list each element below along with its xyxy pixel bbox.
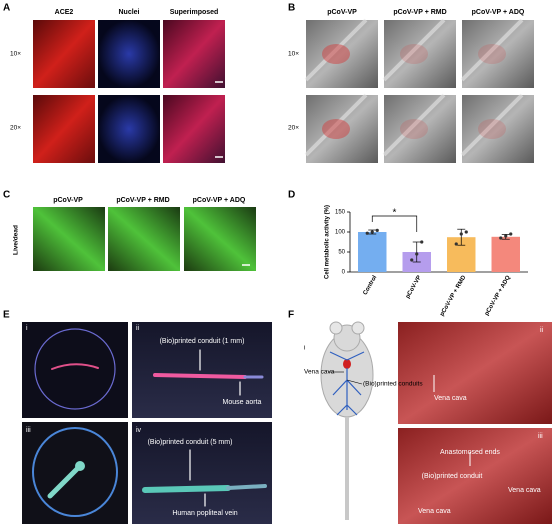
y-tick-label: 100 — [335, 230, 346, 236]
y-tick-label: 50 — [338, 250, 345, 256]
micrograph — [33, 207, 105, 271]
panel-label: D — [288, 190, 295, 201]
annotation: (Bio)printed conduit (5 mm) — [148, 439, 233, 446]
micrograph — [163, 95, 225, 163]
column-header: pCoV-VP + RMD — [116, 197, 169, 204]
panel-e-art — [32, 328, 267, 517]
column-header: pCoV-VP + ADQ — [193, 197, 246, 204]
micrograph — [132, 322, 272, 418]
conduit — [460, 18, 524, 82]
micrograph — [384, 20, 456, 88]
mouse-illustration — [320, 321, 471, 520]
annotation: Vena cava — [418, 508, 451, 515]
sub-label: iii — [538, 433, 543, 440]
conduit — [382, 93, 446, 157]
signal — [322, 44, 350, 64]
signal — [478, 119, 506, 139]
sub-label: i — [26, 325, 28, 332]
sub-label: i — [304, 345, 305, 352]
data-point — [410, 258, 414, 262]
column-header: pCoV-VP + RMD — [393, 9, 446, 16]
micrograph — [33, 95, 95, 163]
row-label: 10× — [288, 51, 299, 58]
data-point — [415, 252, 419, 256]
signal — [322, 119, 350, 139]
annotation: (Bio)printed conduits — [363, 381, 423, 388]
bar — [358, 232, 387, 272]
x-tick-label: pCoV-VP — [405, 275, 423, 300]
sub-label: ii — [540, 327, 544, 334]
annotation: (Bio)printed conduit (1 mm) — [160, 338, 245, 345]
sub-label: iii — [26, 427, 31, 434]
significance: * — [393, 208, 397, 219]
row-label: 10× — [10, 51, 21, 58]
y-axis-title: Cell metabolic activity (%) — [325, 205, 331, 279]
micrograph — [132, 422, 272, 524]
micrograph — [398, 322, 552, 424]
column-header: pCoV-VP — [53, 197, 83, 204]
data-point — [499, 236, 503, 240]
annotation: Vena cava — [304, 369, 335, 376]
data-point — [504, 234, 508, 238]
micrograph — [108, 207, 180, 271]
annotation: Human popliteal vein — [172, 510, 237, 517]
annotation: Vena cava — [508, 487, 541, 494]
micrograph — [98, 20, 160, 88]
panel-label: C — [3, 190, 10, 201]
y-tick-label: 150 — [335, 210, 346, 216]
panel-label: E — [3, 310, 10, 321]
data-point — [454, 242, 458, 246]
signal — [400, 44, 428, 64]
row-label: 20× — [288, 125, 299, 132]
significance-bracket — [371, 215, 418, 232]
micrograph — [163, 20, 225, 88]
data-point — [365, 231, 369, 235]
data-point — [464, 230, 468, 234]
panel-label: B — [288, 3, 295, 14]
x-tick-label: Control — [362, 275, 378, 297]
micrograph — [98, 95, 160, 163]
x-tick-label: pCoV-VP + RMD — [439, 274, 467, 317]
sub-label: iv — [136, 427, 142, 434]
annotation: Anastomosed ends — [440, 449, 500, 456]
data-point — [375, 228, 379, 232]
column-header: pCoV-VP + ADQ — [472, 9, 525, 16]
panel-label: F — [288, 310, 294, 321]
micrograph — [22, 322, 128, 418]
panel-label: A — [3, 3, 10, 14]
sub-label: ii — [136, 325, 140, 332]
signal — [400, 119, 428, 139]
data-point — [420, 240, 424, 244]
x-tick-label: pCoV-VP + ADQ — [484, 275, 512, 317]
conduit — [460, 93, 524, 157]
column-header: pCoV-VP — [327, 9, 357, 16]
conduit — [382, 18, 446, 82]
data-point — [459, 232, 463, 236]
data-point — [509, 232, 513, 236]
annotation: Vena cava — [434, 395, 467, 402]
data-point — [370, 230, 374, 234]
signal — [478, 44, 506, 64]
row-label: 20× — [10, 125, 21, 132]
annotation: Mouse aorta — [223, 399, 262, 406]
column-header: Nuclei — [118, 9, 139, 16]
panels — [22, 18, 552, 524]
y-tick-label: 0 — [342, 270, 346, 276]
micrograph — [384, 95, 456, 163]
micrograph — [398, 428, 552, 524]
micrograph — [33, 20, 95, 88]
row-label: Live/dead — [13, 225, 20, 255]
micrograph — [462, 20, 534, 88]
micrograph — [462, 95, 534, 163]
bar — [491, 236, 520, 272]
annotation: (Bio)printed conduit — [422, 473, 483, 480]
column-header: ACE2 — [55, 9, 74, 16]
column-header: Superimposed — [170, 9, 219, 16]
micrograph — [184, 207, 256, 271]
